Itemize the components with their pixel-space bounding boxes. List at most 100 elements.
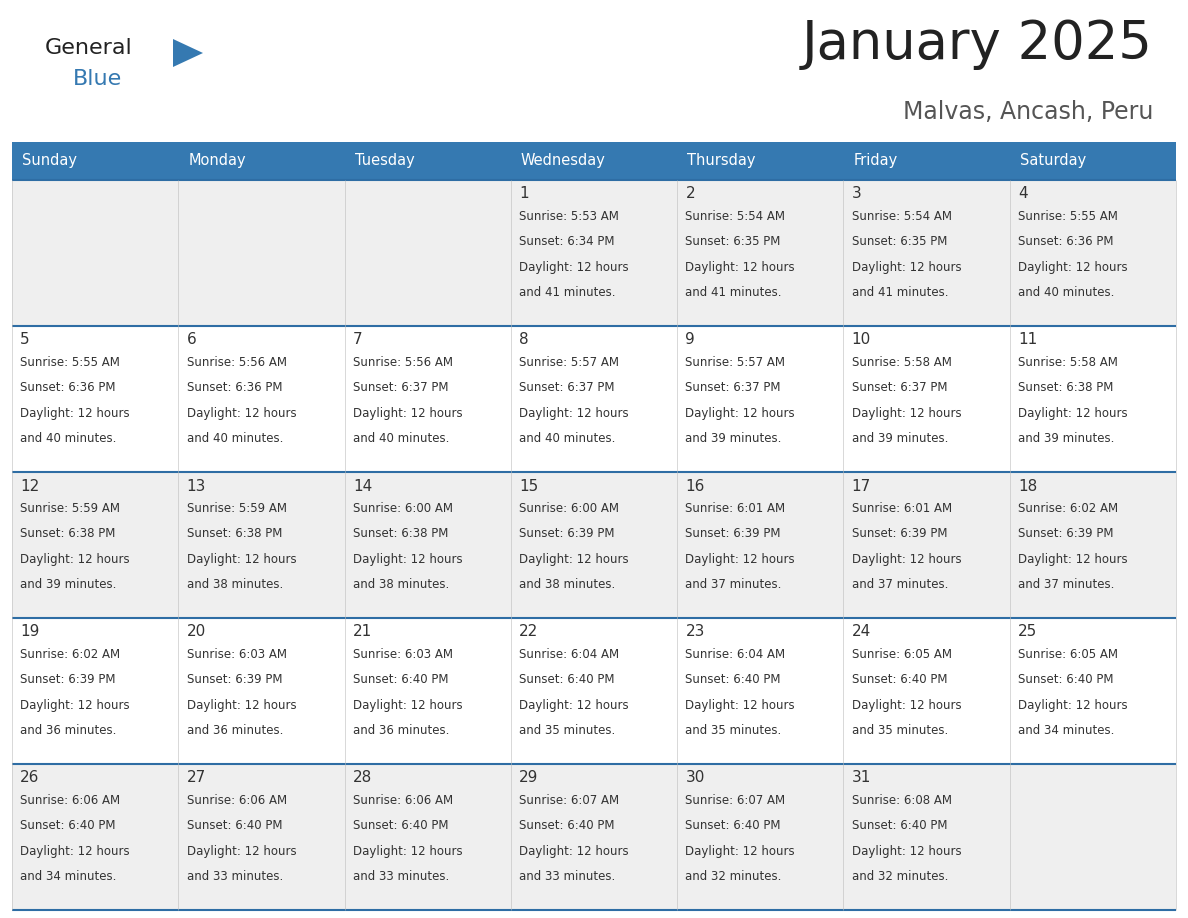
- Text: Sunrise: 6:02 AM: Sunrise: 6:02 AM: [20, 647, 120, 660]
- Text: and 37 minutes.: and 37 minutes.: [1018, 578, 1114, 591]
- Text: Thursday: Thursday: [687, 153, 756, 169]
- Text: Sunrise: 6:03 AM: Sunrise: 6:03 AM: [353, 647, 453, 660]
- Text: Daylight: 12 hours: Daylight: 12 hours: [187, 845, 296, 857]
- Text: Sunset: 6:40 PM: Sunset: 6:40 PM: [852, 819, 947, 832]
- Text: and 34 minutes.: and 34 minutes.: [1018, 724, 1114, 737]
- Text: 9: 9: [685, 332, 695, 348]
- Text: Daylight: 12 hours: Daylight: 12 hours: [20, 553, 129, 565]
- Text: Sunrise: 6:04 AM: Sunrise: 6:04 AM: [685, 647, 785, 660]
- Text: 6: 6: [187, 332, 196, 348]
- Text: 10: 10: [852, 332, 871, 348]
- Text: Sunrise: 6:07 AM: Sunrise: 6:07 AM: [685, 793, 785, 807]
- Text: Daylight: 12 hours: Daylight: 12 hours: [353, 553, 462, 565]
- Text: Sunrise: 5:57 AM: Sunrise: 5:57 AM: [519, 355, 619, 368]
- Text: 1: 1: [519, 186, 529, 201]
- Text: and 32 minutes.: and 32 minutes.: [685, 870, 782, 883]
- Text: 24: 24: [852, 624, 871, 640]
- Text: and 39 minutes.: and 39 minutes.: [852, 432, 948, 445]
- Text: Sunset: 6:39 PM: Sunset: 6:39 PM: [20, 673, 115, 686]
- Text: Daylight: 12 hours: Daylight: 12 hours: [187, 407, 296, 420]
- Text: Sunset: 6:38 PM: Sunset: 6:38 PM: [353, 527, 448, 540]
- Text: Sunrise: 5:55 AM: Sunrise: 5:55 AM: [1018, 209, 1118, 222]
- Text: and 41 minutes.: and 41 minutes.: [852, 286, 948, 299]
- Text: Daylight: 12 hours: Daylight: 12 hours: [353, 845, 462, 857]
- Text: Sunrise: 5:53 AM: Sunrise: 5:53 AM: [519, 209, 619, 222]
- Text: 20: 20: [187, 624, 206, 640]
- Text: Sunset: 6:40 PM: Sunset: 6:40 PM: [1018, 673, 1113, 686]
- Text: Daylight: 12 hours: Daylight: 12 hours: [20, 845, 129, 857]
- Text: and 39 minutes.: and 39 minutes.: [20, 578, 116, 591]
- Text: Blue: Blue: [72, 69, 122, 89]
- Text: Sunset: 6:40 PM: Sunset: 6:40 PM: [187, 819, 282, 832]
- Text: Daylight: 12 hours: Daylight: 12 hours: [1018, 699, 1127, 711]
- Text: Sunset: 6:35 PM: Sunset: 6:35 PM: [852, 235, 947, 248]
- Text: Sunset: 6:40 PM: Sunset: 6:40 PM: [852, 673, 947, 686]
- Text: Daylight: 12 hours: Daylight: 12 hours: [519, 261, 628, 274]
- Text: Sunrise: 5:56 AM: Sunrise: 5:56 AM: [187, 355, 286, 368]
- Text: Sunset: 6:38 PM: Sunset: 6:38 PM: [20, 527, 115, 540]
- Text: Monday: Monday: [188, 153, 246, 169]
- Text: 26: 26: [20, 770, 39, 786]
- Text: and 35 minutes.: and 35 minutes.: [685, 724, 782, 737]
- Bar: [12, 142, 178, 180]
- Text: and 38 minutes.: and 38 minutes.: [519, 578, 615, 591]
- Polygon shape: [173, 39, 203, 67]
- Text: and 36 minutes.: and 36 minutes.: [20, 724, 116, 737]
- Text: Sunrise: 6:02 AM: Sunrise: 6:02 AM: [1018, 501, 1118, 514]
- Text: Daylight: 12 hours: Daylight: 12 hours: [685, 261, 795, 274]
- Text: 15: 15: [519, 478, 538, 494]
- Text: Sunrise: 5:59 AM: Sunrise: 5:59 AM: [20, 501, 120, 514]
- Text: Daylight: 12 hours: Daylight: 12 hours: [1018, 261, 1127, 274]
- Bar: [1010, 142, 1176, 180]
- Bar: [511, 142, 677, 180]
- Text: Daylight: 12 hours: Daylight: 12 hours: [852, 261, 961, 274]
- Text: Daylight: 12 hours: Daylight: 12 hours: [852, 553, 961, 565]
- Text: Sunset: 6:37 PM: Sunset: 6:37 PM: [685, 381, 781, 394]
- Text: Sunset: 6:36 PM: Sunset: 6:36 PM: [1018, 235, 1113, 248]
- Text: and 32 minutes.: and 32 minutes.: [852, 870, 948, 883]
- Text: Sunrise: 6:06 AM: Sunrise: 6:06 AM: [20, 793, 120, 807]
- Text: Sunset: 6:36 PM: Sunset: 6:36 PM: [187, 381, 282, 394]
- Text: Sunset: 6:40 PM: Sunset: 6:40 PM: [519, 673, 614, 686]
- Bar: [843, 142, 1010, 180]
- Text: Sunrise: 6:04 AM: Sunrise: 6:04 AM: [519, 647, 619, 660]
- Text: and 37 minutes.: and 37 minutes.: [685, 578, 782, 591]
- Text: Sunset: 6:40 PM: Sunset: 6:40 PM: [685, 673, 781, 686]
- Bar: [12, 618, 1176, 764]
- Text: 5: 5: [20, 332, 30, 348]
- Text: Sunrise: 6:00 AM: Sunrise: 6:00 AM: [353, 501, 453, 514]
- Text: Sunrise: 6:05 AM: Sunrise: 6:05 AM: [852, 647, 952, 660]
- Text: Daylight: 12 hours: Daylight: 12 hours: [852, 407, 961, 420]
- Text: and 39 minutes.: and 39 minutes.: [1018, 432, 1114, 445]
- Text: 12: 12: [20, 478, 39, 494]
- Text: Daylight: 12 hours: Daylight: 12 hours: [1018, 553, 1127, 565]
- Text: Sunrise: 6:07 AM: Sunrise: 6:07 AM: [519, 793, 619, 807]
- Bar: [12, 326, 1176, 472]
- Text: January 2025: January 2025: [802, 18, 1154, 70]
- Text: Daylight: 12 hours: Daylight: 12 hours: [852, 699, 961, 711]
- Text: Sunrise: 6:08 AM: Sunrise: 6:08 AM: [852, 793, 952, 807]
- Text: 27: 27: [187, 770, 206, 786]
- Text: Daylight: 12 hours: Daylight: 12 hours: [685, 845, 795, 857]
- Text: 29: 29: [519, 770, 538, 786]
- Text: Sunset: 6:34 PM: Sunset: 6:34 PM: [519, 235, 614, 248]
- Text: Wednesday: Wednesday: [520, 153, 606, 169]
- Text: Sunrise: 6:05 AM: Sunrise: 6:05 AM: [1018, 647, 1118, 660]
- Text: Sunset: 6:39 PM: Sunset: 6:39 PM: [519, 527, 614, 540]
- Bar: [12, 472, 1176, 618]
- Text: Sunset: 6:40 PM: Sunset: 6:40 PM: [353, 673, 448, 686]
- Text: General: General: [45, 38, 133, 58]
- Text: 8: 8: [519, 332, 529, 348]
- Text: Sunrise: 6:03 AM: Sunrise: 6:03 AM: [187, 647, 286, 660]
- Text: Sunrise: 5:58 AM: Sunrise: 5:58 AM: [1018, 355, 1118, 368]
- Text: Daylight: 12 hours: Daylight: 12 hours: [353, 407, 462, 420]
- Text: 19: 19: [20, 624, 39, 640]
- Text: 25: 25: [1018, 624, 1037, 640]
- Text: and 36 minutes.: and 36 minutes.: [187, 724, 283, 737]
- Text: Sunset: 6:37 PM: Sunset: 6:37 PM: [353, 381, 448, 394]
- Text: Sunrise: 5:56 AM: Sunrise: 5:56 AM: [353, 355, 453, 368]
- Text: 13: 13: [187, 478, 206, 494]
- Text: 18: 18: [1018, 478, 1037, 494]
- Text: and 37 minutes.: and 37 minutes.: [852, 578, 948, 591]
- Text: Sunset: 6:39 PM: Sunset: 6:39 PM: [1018, 527, 1113, 540]
